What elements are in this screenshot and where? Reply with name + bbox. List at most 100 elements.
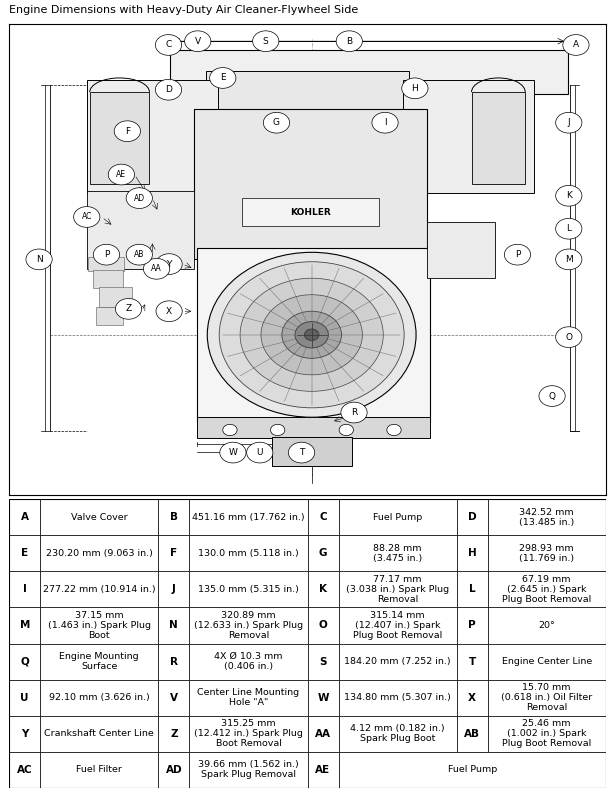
Circle shape: [295, 322, 328, 348]
Circle shape: [114, 121, 140, 142]
Text: 39.66 mm (1.562 in.)
Spark Plug Removal: 39.66 mm (1.562 in.) Spark Plug Removal: [198, 760, 299, 779]
Circle shape: [387, 425, 401, 436]
Text: D: D: [165, 86, 172, 94]
Bar: [456, 680, 488, 716]
Text: Fuel Filter: Fuel Filter: [76, 766, 122, 775]
Text: 130.0 mm (5.118 in.): 130.0 mm (5.118 in.): [198, 549, 299, 558]
Text: 77.17 mm
(3.038 in.) Spark Plug
Removal: 77.17 mm (3.038 in.) Spark Plug Removal: [346, 575, 449, 604]
Text: AB: AB: [464, 729, 480, 739]
Text: Y: Y: [167, 260, 172, 268]
Text: M: M: [565, 255, 573, 264]
Bar: [9, 607, 40, 643]
Circle shape: [271, 425, 285, 436]
Bar: [338, 752, 606, 788]
Bar: [158, 643, 189, 680]
Text: R: R: [351, 408, 357, 417]
Text: K: K: [319, 584, 327, 594]
Text: C: C: [319, 512, 327, 522]
Bar: [488, 607, 606, 643]
Circle shape: [156, 35, 181, 55]
Text: Q: Q: [549, 391, 555, 401]
Text: 4X Ø 10.3 mm
(0.406 in.): 4X Ø 10.3 mm (0.406 in.): [214, 652, 283, 671]
Circle shape: [556, 249, 582, 270]
Text: 342.52 mm
(13.485 in.): 342.52 mm (13.485 in.): [519, 508, 574, 527]
Text: K: K: [566, 191, 572, 200]
Bar: [9, 535, 40, 571]
Text: E: E: [220, 74, 226, 82]
Text: P: P: [104, 250, 109, 259]
Bar: [308, 535, 338, 571]
Circle shape: [402, 78, 428, 99]
Bar: [338, 535, 456, 571]
Text: KOHLER: KOHLER: [290, 208, 331, 217]
Circle shape: [247, 442, 273, 463]
Text: AE: AE: [116, 170, 126, 179]
Circle shape: [116, 299, 141, 319]
Circle shape: [556, 112, 582, 133]
Circle shape: [156, 301, 182, 322]
Text: O: O: [319, 620, 327, 630]
Bar: [197, 248, 430, 422]
Text: R: R: [170, 657, 178, 667]
Text: O: O: [565, 333, 573, 341]
Text: V: V: [170, 693, 178, 703]
Text: B: B: [170, 512, 178, 522]
Text: I: I: [384, 118, 386, 128]
Bar: [9, 680, 40, 716]
Text: 135.0 mm (5.315 in.): 135.0 mm (5.315 in.): [198, 584, 299, 594]
Bar: [158, 571, 189, 607]
Circle shape: [143, 258, 170, 279]
Text: Fuel Pump: Fuel Pump: [373, 512, 423, 521]
Bar: [456, 535, 488, 571]
Bar: [9, 499, 40, 535]
Circle shape: [539, 386, 565, 406]
Bar: [308, 752, 338, 788]
Bar: [96, 307, 122, 326]
Bar: [427, 222, 496, 278]
Text: L: L: [566, 224, 571, 234]
Text: I: I: [23, 584, 26, 594]
Bar: [189, 643, 308, 680]
Text: 25.46 mm
(1.002 in.) Spark
Plug Boot Removal: 25.46 mm (1.002 in.) Spark Plug Boot Rem…: [502, 719, 592, 748]
Text: Crankshaft Center Line: Crankshaft Center Line: [44, 729, 154, 738]
Circle shape: [184, 31, 211, 51]
Text: P: P: [515, 250, 520, 259]
Bar: [308, 499, 338, 535]
Text: Z: Z: [125, 304, 132, 314]
Bar: [456, 499, 488, 535]
Text: M: M: [20, 620, 30, 630]
Text: AA: AA: [315, 729, 331, 739]
Circle shape: [563, 35, 589, 55]
Circle shape: [556, 327, 582, 348]
Text: 298.93 mm
(11.769 in.): 298.93 mm (11.769 in.): [519, 543, 574, 562]
Text: U: U: [256, 448, 263, 457]
Text: N: N: [170, 620, 178, 630]
Circle shape: [253, 31, 279, 51]
Bar: [189, 752, 308, 788]
Text: J: J: [568, 118, 570, 128]
Text: 37.15 mm
(1.463 in.) Spark Plug
Boot: 37.15 mm (1.463 in.) Spark Plug Boot: [48, 611, 151, 640]
Text: Engine Center Line: Engine Center Line: [502, 657, 592, 666]
Bar: [338, 643, 456, 680]
Circle shape: [341, 402, 367, 423]
Text: S: S: [319, 657, 327, 667]
Text: D: D: [468, 512, 477, 522]
Bar: [456, 607, 488, 643]
Circle shape: [263, 112, 290, 133]
Bar: [189, 716, 308, 752]
Text: 277.22 mm (10.914 in.): 277.22 mm (10.914 in.): [43, 584, 156, 594]
Text: X: X: [468, 693, 476, 703]
Bar: [189, 607, 308, 643]
Bar: [456, 716, 488, 752]
Circle shape: [282, 311, 341, 358]
Bar: [87, 191, 194, 268]
Circle shape: [261, 295, 362, 375]
Text: A: A: [573, 40, 579, 49]
Text: 92.10 mm (3.626 in.): 92.10 mm (3.626 in.): [49, 693, 149, 703]
Bar: [308, 607, 338, 643]
Text: Engine Mounting
Surface: Engine Mounting Surface: [60, 652, 139, 671]
Bar: [308, 716, 338, 752]
Bar: [9, 571, 40, 607]
Text: 4.12 mm (0.182 in.)
Spark Plug Boot: 4.12 mm (0.182 in.) Spark Plug Boot: [351, 725, 445, 744]
Circle shape: [556, 219, 582, 239]
